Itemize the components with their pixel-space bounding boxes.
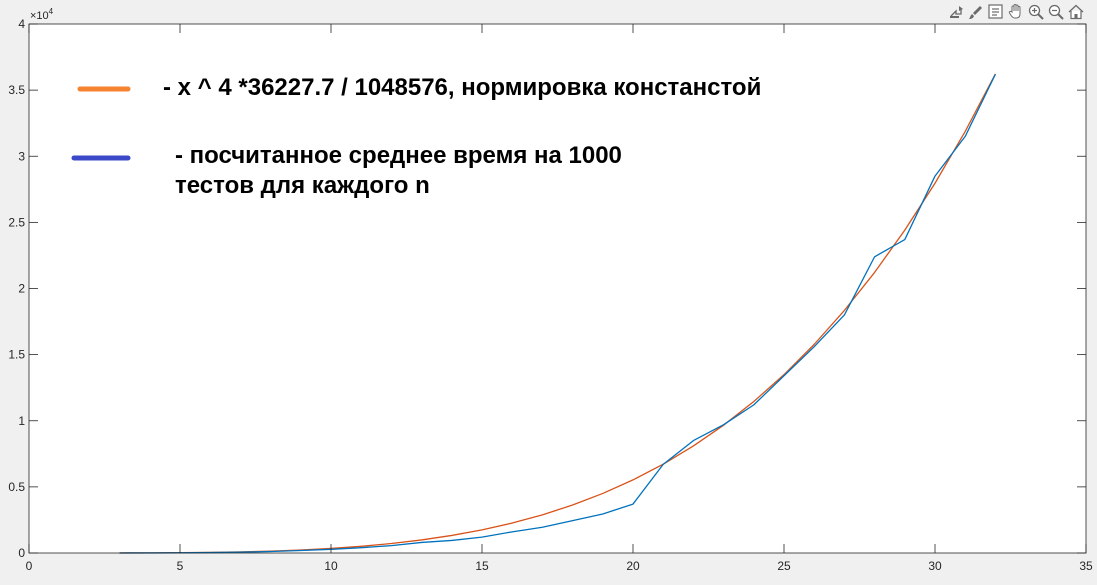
y-tick-label: 3.5 xyxy=(8,83,25,97)
y-tick-label: 4 xyxy=(18,17,25,31)
legend-text-measured-line1: - посчитанное среднее время на 1000 xyxy=(175,142,622,169)
axes-toolbar xyxy=(948,3,1084,20)
legend-text-measured-line2: тестов для каждого n xyxy=(175,172,430,199)
x-tick-label: 20 xyxy=(626,559,640,573)
x-tick-label: 30 xyxy=(928,559,942,573)
x-tick-label: 5 xyxy=(177,559,184,573)
axes-background xyxy=(29,24,1086,553)
brush-icon[interactable] xyxy=(968,4,984,20)
y-tick-label: 3 xyxy=(18,149,25,163)
legend-text-fitted-curve: - x ^ 4 *36227.7 / 1048576, нормировка к… xyxy=(163,74,761,101)
x-tick-label: 10 xyxy=(324,559,338,573)
y-tick-label: 2.5 xyxy=(8,215,25,229)
datatip-icon[interactable] xyxy=(988,4,1003,19)
x-tick-label: 15 xyxy=(475,559,489,573)
zoom-out-icon[interactable] xyxy=(1048,4,1064,20)
series-line-measured xyxy=(119,73,996,554)
x-tick-label: 25 xyxy=(777,559,791,573)
y-exponent-label: ×104 xyxy=(30,7,54,22)
home-icon[interactable] xyxy=(1068,4,1084,20)
y-tick-label: 1.5 xyxy=(8,348,25,362)
zoom-in-icon[interactable] xyxy=(1028,4,1044,20)
y-tick-label: 1 xyxy=(18,414,25,428)
legend: - x ^ 4 *36227.7 / 1048576, нормировка к… xyxy=(71,74,761,199)
tick-layer: 0 5 10 15 20 25 30 35 0 0.5 1 1.5 2 2.5 3 3.5 4 xyxy=(8,17,1093,573)
series-layer xyxy=(119,73,996,554)
x-tick-label: 0 xyxy=(26,559,33,573)
y-tick-label: 0.5 xyxy=(8,480,25,494)
export-icon[interactable] xyxy=(948,4,964,20)
pan-icon[interactable] xyxy=(1008,3,1024,20)
y-tick-label: 2 xyxy=(18,282,25,296)
x-tick-label: 35 xyxy=(1079,559,1093,573)
y-tick-label: 0 xyxy=(18,546,25,560)
